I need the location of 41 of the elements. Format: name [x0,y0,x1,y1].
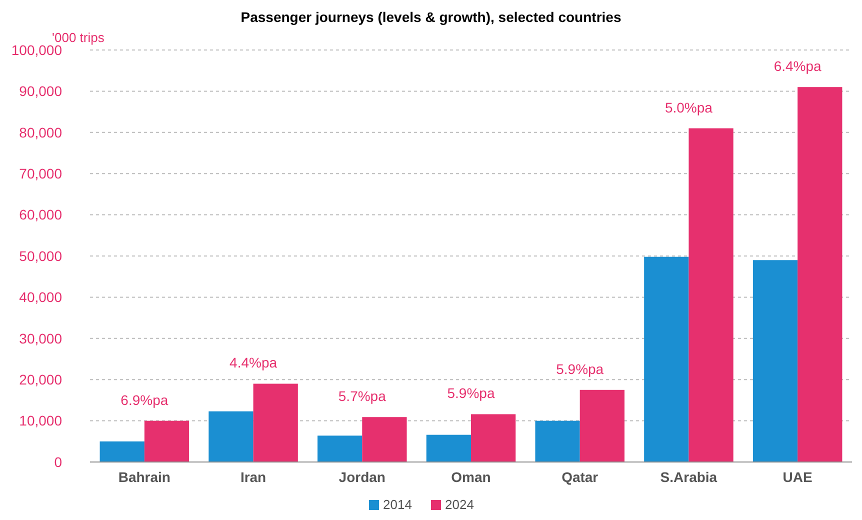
y-tick-label: 60,000 [19,206,62,223]
y-tick-label: 10,000 [19,412,62,429]
x-tick-label: Jordan [338,469,386,485]
bar [798,87,842,462]
annotation: 4.4%pa [230,354,278,371]
x-tick-label: Qatar [562,469,599,485]
bar [471,414,516,462]
annotation: 5.9%pa [556,360,604,377]
x-tick-label: S.Arabia [660,469,718,485]
legend-label: 2014 [383,497,412,512]
y-tick-label: 40,000 [19,289,62,306]
x-tick-label: Bahrain [118,469,170,485]
bar [535,420,580,462]
bar [318,436,362,462]
x-tick-label: Oman [451,469,491,485]
x-tick-label: Iran [240,469,266,485]
legend-label: 2024 [445,497,474,512]
annotation: 6.4%pa [774,58,822,74]
bar [752,260,798,462]
bar [580,390,624,462]
bar [208,411,254,462]
bar [100,441,144,462]
annotation: 6.9%pa [120,392,168,408]
bar [688,128,734,462]
bar [253,384,298,462]
x-tick-label: UAE [782,469,812,485]
y-tick-label: 70,000 [19,166,62,182]
bar [644,256,689,462]
bar [362,417,407,462]
y-tick-label: 80,000 [19,124,62,140]
annotation: 5.7%pa [338,388,386,404]
y-tick-label: 30,000 [19,330,62,346]
annotation: 5.9%pa [447,385,495,402]
annotation: 5.0%pa [664,99,713,116]
y-tick-label: 50,000 [19,248,62,264]
chart-title: Passenger journeys (levels & growth), selected countries [240,9,622,25]
y-tick-label: 0 [54,454,62,470]
y-tick-label: 20,000 [19,372,62,388]
bar [426,434,471,462]
y-tick-label: 90,000 [19,83,62,100]
bar [144,420,190,462]
